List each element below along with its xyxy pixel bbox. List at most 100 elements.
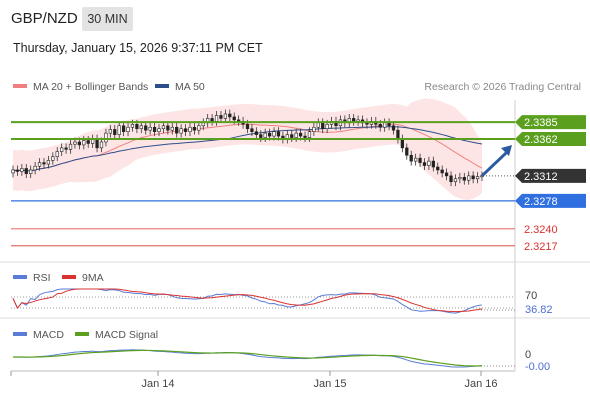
macd-signal-legend-swatch xyxy=(75,332,89,336)
candle xyxy=(458,172,462,184)
x-tick-label-3: Jan 16 xyxy=(464,378,497,390)
candle-bear-body xyxy=(42,162,46,165)
candle-bull-body xyxy=(307,131,312,138)
current-price-tag xyxy=(515,168,586,183)
candle-bear-body xyxy=(276,131,281,137)
candle-bear-body xyxy=(444,172,449,177)
x-tick-label-2: Jan 15 xyxy=(313,378,346,390)
candle-bull-body xyxy=(108,129,112,134)
rsi-ma-legend-swatch xyxy=(62,275,76,279)
macd-legend: MACD MACD Signal xyxy=(13,329,158,341)
candle-bear-body xyxy=(267,132,272,137)
support-tag xyxy=(515,193,586,208)
candle xyxy=(15,165,20,176)
macd-line xyxy=(12,349,483,368)
candle xyxy=(303,131,307,142)
candle xyxy=(312,122,316,137)
candle-bull-body xyxy=(427,160,431,166)
candle xyxy=(183,124,188,137)
candle-bear-body xyxy=(418,157,422,163)
rsi-line xyxy=(12,288,483,314)
bollinger-band xyxy=(13,98,482,200)
rsi-current-label: 36.82 xyxy=(525,304,553,316)
rsi-legend-label: RSI xyxy=(33,272,51,284)
resistance-label-1: 2.3385 xyxy=(524,117,558,129)
candle xyxy=(37,158,42,171)
candle-bear-body xyxy=(77,141,81,146)
candle-bear-body xyxy=(409,154,413,162)
candle-bull-body xyxy=(148,126,152,131)
candle-bull-body xyxy=(37,162,42,167)
candle-bull-body xyxy=(51,156,55,161)
candle xyxy=(51,152,55,165)
candle-bear-body xyxy=(192,126,197,131)
candle xyxy=(152,122,157,137)
candle-bear-body xyxy=(152,126,157,132)
candle-bull-body xyxy=(20,168,24,172)
candle-bull-body xyxy=(188,126,192,132)
candle-bear-body xyxy=(436,166,440,171)
candle-bear-body xyxy=(391,125,396,131)
candle-bear-body xyxy=(175,126,179,134)
candle xyxy=(126,122,130,137)
candle xyxy=(453,174,458,187)
candle-bear-body xyxy=(183,128,188,132)
candle-bull-body xyxy=(73,141,77,145)
candle xyxy=(11,165,15,178)
candle-bear-body xyxy=(303,135,307,138)
candle-bear-body xyxy=(86,140,90,144)
candle xyxy=(121,121,126,137)
candle xyxy=(254,127,258,140)
candle xyxy=(431,156,435,172)
candle-bear-body xyxy=(254,131,258,135)
candle xyxy=(144,121,148,135)
candle xyxy=(166,121,170,135)
candle-bear-body xyxy=(219,115,223,119)
candle-bear-body xyxy=(166,125,170,131)
candle-bear-body xyxy=(290,134,294,138)
candle xyxy=(179,124,183,138)
candle-bear-body xyxy=(95,138,99,149)
candle-bear-body xyxy=(15,169,20,172)
candle-bear-body xyxy=(352,118,356,122)
candle-bear-body xyxy=(144,125,148,131)
candle xyxy=(188,122,192,137)
candle-bull-body xyxy=(11,169,15,174)
lower-level-label-1: 2.3240 xyxy=(524,224,558,236)
candle xyxy=(148,122,152,135)
candle xyxy=(422,158,427,170)
candle xyxy=(471,171,475,184)
candle-bull-body xyxy=(117,125,121,135)
support-label: 2.3278 xyxy=(524,196,558,208)
candle-bear-body xyxy=(422,162,427,166)
resistance-label-2: 2.3362 xyxy=(524,134,558,146)
candle xyxy=(391,121,396,135)
candle-bear-body xyxy=(440,169,444,174)
candle xyxy=(414,153,418,166)
candle xyxy=(108,125,112,138)
x-axis: Jan 14 Jan 15 Jan 16 xyxy=(10,371,498,390)
candle-bull-body xyxy=(467,175,471,181)
rsi-lines xyxy=(12,288,515,314)
candle-bear-body xyxy=(400,138,404,149)
candle-bull-body xyxy=(126,126,130,132)
candle-bull-body xyxy=(453,178,458,183)
candle xyxy=(46,155,51,169)
candle-bull-body xyxy=(414,157,418,162)
copyright-text: Research © 2026 Trading Central xyxy=(424,81,581,93)
candle xyxy=(427,156,431,170)
candle xyxy=(55,147,59,162)
candle xyxy=(475,172,480,184)
candle-bull-body xyxy=(33,165,37,171)
timeframe-button[interactable]: 30 MIN xyxy=(82,7,133,31)
candle-bull-body xyxy=(68,143,73,150)
chart-datetime: Thursday, January 15, 2026 9:37:11 PM CE… xyxy=(13,41,263,55)
candle xyxy=(64,143,68,154)
candle-bull-body xyxy=(197,125,201,131)
candle-bull-body xyxy=(99,141,104,149)
candle-bull-body xyxy=(46,160,51,165)
bollinger-legend-swatch xyxy=(13,84,27,88)
macd-signal-legend-label: MACD Signal xyxy=(95,329,158,341)
candle xyxy=(20,164,24,176)
candle-bull-body xyxy=(223,113,228,119)
